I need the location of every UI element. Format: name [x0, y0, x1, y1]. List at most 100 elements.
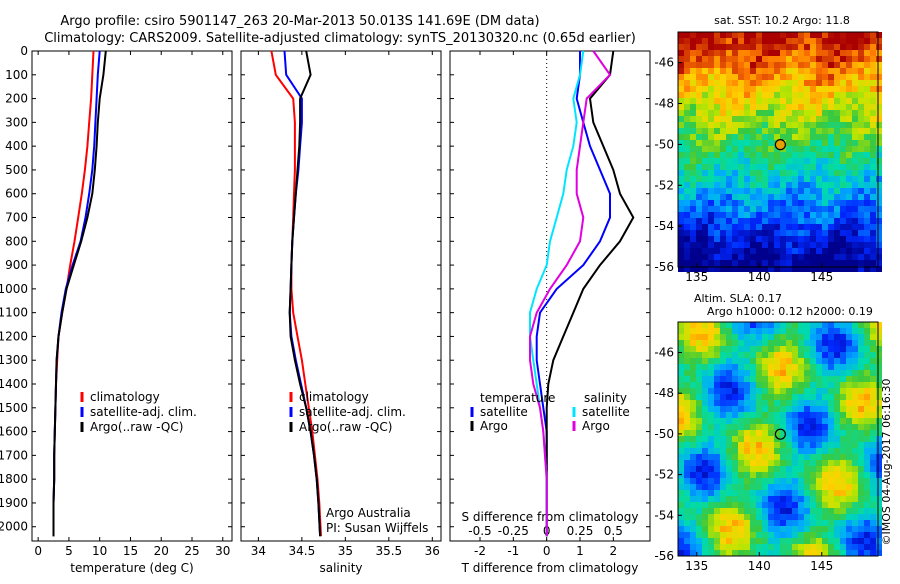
sst-cell [792, 206, 798, 212]
sst-cell [816, 74, 822, 80]
sla-cell [690, 490, 696, 496]
sla-cell [858, 352, 864, 358]
sla-cell [828, 484, 834, 490]
sla-cell [852, 502, 858, 508]
sla-cell [780, 382, 786, 388]
sla-cell [750, 334, 756, 340]
sst-cell [786, 212, 792, 218]
sst-cell [738, 194, 744, 200]
sla-cell [852, 382, 858, 388]
sst-cell [684, 80, 690, 86]
depth-tick-label: 600 [5, 187, 28, 201]
sla-cell [786, 538, 792, 544]
sst-cell [696, 116, 702, 122]
sla-cell [684, 370, 690, 376]
sla-cell [822, 412, 828, 418]
sst-cell [714, 200, 720, 206]
sla-cell [738, 406, 744, 412]
sla-cell [696, 436, 702, 442]
sst-cell [828, 260, 834, 266]
sst-cell [804, 140, 810, 146]
sla-cell [786, 532, 792, 538]
sla-cell [822, 550, 828, 556]
sla-cell [720, 400, 726, 406]
temperature-xtick-label: 20 [154, 544, 169, 558]
sla-cell [828, 424, 834, 430]
sst-cell [822, 176, 828, 182]
sla-cell [768, 448, 774, 454]
sst-cell [834, 164, 840, 170]
sla-cell [708, 376, 714, 382]
sla-cell [696, 376, 702, 382]
sst-cell [750, 68, 756, 74]
sst-cell [816, 140, 822, 146]
sst-cell [678, 176, 684, 182]
sst-cell [852, 164, 858, 170]
sst-cell [714, 122, 720, 128]
sst-cell [786, 86, 792, 92]
sla-cell [684, 430, 690, 436]
sst-cell [870, 122, 876, 128]
sla-cell [786, 328, 792, 334]
sla-cell [714, 370, 720, 376]
sst-cell [876, 242, 882, 248]
sst-cell [786, 218, 792, 224]
sla-cell [864, 322, 870, 328]
sst-cell [732, 134, 738, 140]
sst-cell [792, 212, 798, 218]
sst-cell [774, 86, 780, 92]
sla-cell [876, 448, 882, 454]
sst-cell [864, 104, 870, 110]
sla-cell [708, 394, 714, 400]
sla-cell [678, 478, 684, 484]
sst-cell [732, 146, 738, 152]
sla-cell [858, 502, 864, 508]
sst-cell [684, 38, 690, 44]
sla-cell [738, 388, 744, 394]
sst-cell [762, 266, 768, 272]
sst-cell [834, 92, 840, 98]
sst-cell [762, 140, 768, 146]
sla-cell [804, 544, 810, 550]
sla-cell [834, 448, 840, 454]
sla-cell [816, 520, 822, 526]
sla-cell [774, 442, 780, 448]
sst-cell [822, 188, 828, 194]
sla-cell [696, 424, 702, 430]
sla-cell [762, 424, 768, 430]
depth-tick-label: 1200 [0, 329, 28, 343]
sst-cell [786, 68, 792, 74]
sst-cell [726, 182, 732, 188]
sst-cell [726, 236, 732, 242]
sst-cell [852, 38, 858, 44]
sla-cell [774, 358, 780, 364]
sst-cell [696, 218, 702, 224]
sla-cell [732, 442, 738, 448]
sst-cell [750, 128, 756, 134]
sla-cell [750, 436, 756, 442]
sst-cell [684, 44, 690, 50]
sla-cell [690, 376, 696, 382]
sla-cell [738, 340, 744, 346]
sst-cell [822, 254, 828, 260]
sst-cell [726, 98, 732, 104]
sst-cell [810, 146, 816, 152]
sst-cell [846, 116, 852, 122]
sla-cell [822, 418, 828, 424]
sst-cell [780, 242, 786, 248]
sst-cell [756, 152, 762, 158]
sla-cell [744, 466, 750, 472]
sst-cell [762, 206, 768, 212]
sst-cell [756, 62, 762, 68]
depth-tick-label: 1400 [0, 377, 28, 391]
sla-cell [732, 364, 738, 370]
sst-cell [726, 230, 732, 236]
sla-cell [714, 460, 720, 466]
sst-cell [684, 62, 690, 68]
sla-cell [744, 436, 750, 442]
sla-cell [762, 490, 768, 496]
sla-cell [714, 376, 720, 382]
sst-cell [738, 218, 744, 224]
sla-cell [768, 532, 774, 538]
sla-cell [876, 478, 882, 484]
